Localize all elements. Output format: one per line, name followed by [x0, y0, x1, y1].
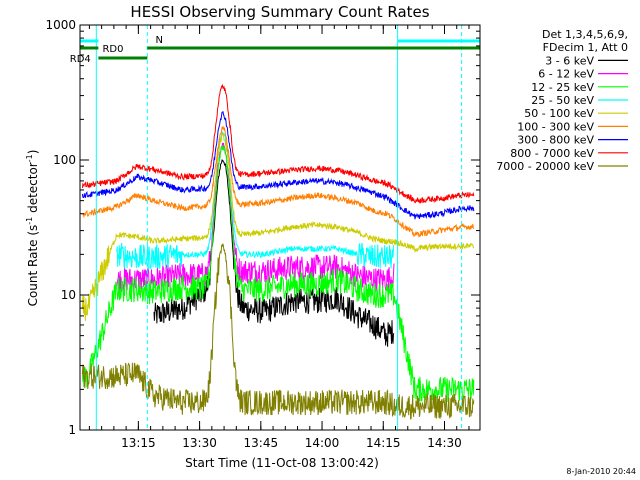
- y-axis-label: Count Rate (s-1 detector-1): [25, 150, 40, 307]
- x-tick-label: 13:15: [121, 436, 156, 450]
- legend-header: Det 1,3,4,5,6,9,: [542, 28, 628, 41]
- x-tick-label: 13:30: [182, 436, 217, 450]
- y-tick-label: 1000: [45, 18, 76, 32]
- series-line-0: [153, 159, 395, 347]
- series-layer: [81, 83, 475, 420]
- footer-date: 8-Jan-2010 20:44: [566, 467, 636, 476]
- y-tick-label: 1: [68, 423, 76, 437]
- series-line-6: [81, 110, 475, 220]
- legend-entry-label: 12 - 25 keV: [531, 81, 594, 94]
- chart-title: HESSI Observing Summary Count Rates: [130, 3, 429, 21]
- series-line-3: [116, 131, 395, 270]
- x-tick-label: 14:15: [366, 436, 401, 450]
- legend-entry-label: 300 - 800 keV: [517, 134, 594, 147]
- legend-entry-label: 800 - 7000 keV: [510, 147, 594, 160]
- legend-entry-label: 50 - 100 keV: [524, 107, 594, 120]
- legend-entry-label: 25 - 50 keV: [531, 94, 594, 107]
- legend-entry-label: 6 - 12 keV: [538, 68, 594, 81]
- series-line-5: [82, 126, 475, 238]
- n-flag-label: N: [156, 35, 163, 46]
- vline-layer: [95, 25, 463, 430]
- plot-frame: [79, 24, 481, 431]
- x-tick-label: 14:00: [305, 436, 340, 450]
- legend: Det 1,3,4,5,6,9,FDecim 1, Att 03 - 6 keV…: [496, 28, 628, 173]
- x-tick-label: 13:45: [244, 436, 279, 450]
- legend-header: FDecim 1, Att 0: [543, 41, 628, 54]
- x-axis-label: Start Time (11-Oct-08 13:00:42): [185, 456, 379, 470]
- rd0-flag-label: RD0: [102, 44, 123, 55]
- series-line-4: [81, 132, 475, 321]
- y-tick-label: 100: [53, 153, 76, 167]
- legend-entry-label: 3 - 6 keV: [545, 54, 594, 67]
- y-tick-label: 10: [61, 288, 76, 302]
- axis-layer: 13:15 13:30 13:45 14:00 14:15 14:30 1 10 100 1000: [45, 18, 480, 450]
- series-line-1: [116, 142, 395, 293]
- legend-entry-label: 100 - 300 keV: [517, 120, 594, 133]
- legend-entry-label: 7000 - 20000 keV: [496, 160, 594, 173]
- x-tick-label: 14:30: [427, 436, 462, 450]
